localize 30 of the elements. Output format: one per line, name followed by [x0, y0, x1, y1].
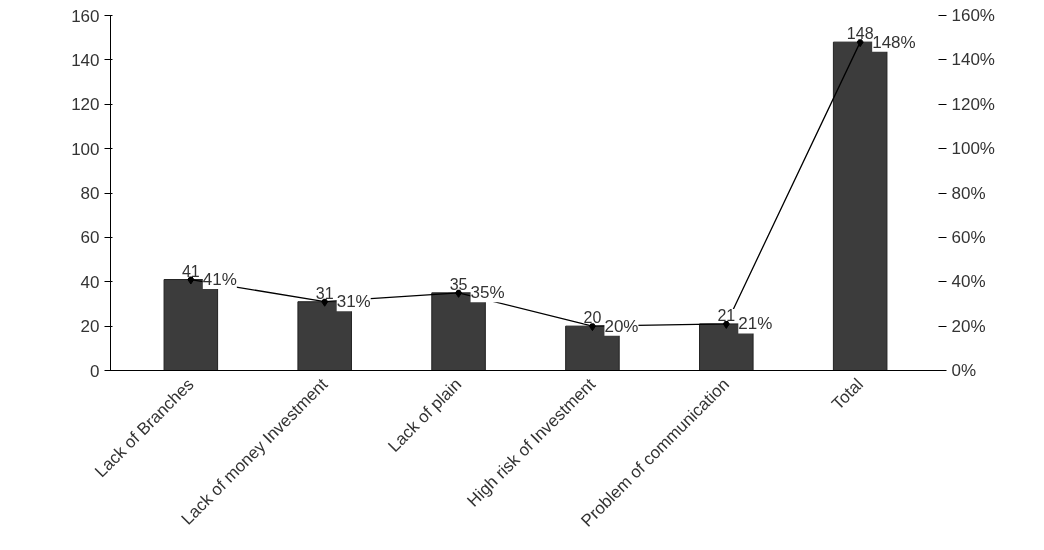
y-tick-label: 140 [71, 50, 100, 70]
data-label: 41% [202, 270, 237, 290]
data-label: 148 [846, 25, 874, 43]
y2-tick-label: 100% [951, 139, 995, 159]
data-label: 20% [604, 316, 639, 336]
y2-tick-label: 0% [951, 361, 977, 380]
y-tick-label: 100 [71, 139, 100, 159]
y2-tick-label: 20% [951, 316, 986, 336]
data-label: 35% [470, 283, 505, 303]
y2-tick-label: 60% [951, 227, 986, 247]
y2-tick-label: 120% [951, 94, 995, 114]
y-tick-label: 120 [71, 95, 100, 115]
data-label: 20 [583, 309, 602, 327]
data-label: 148% [872, 32, 916, 52]
y2-tick-label: 160% [951, 6, 995, 25]
y2-tick-label: 80% [951, 183, 986, 203]
y-tick-label: 80 [80, 184, 100, 203]
y-tick-label: 0 [90, 361, 100, 381]
y-tick-label: 160 [71, 6, 100, 26]
y-tick-label: 40 [80, 272, 100, 292]
y-tick-label: 60 [80, 228, 100, 248]
data-label: 31 [315, 284, 334, 302]
data-label: 21 [717, 306, 736, 324]
data-label: 31% [336, 292, 371, 312]
data-label: 21% [738, 314, 773, 334]
data-label: 41 [181, 262, 200, 280]
data-label: 35 [449, 275, 468, 293]
y2-tick-label: 40% [951, 272, 986, 292]
y2-tick-label: 140% [951, 50, 995, 70]
y-tick-label: 20 [80, 317, 100, 337]
